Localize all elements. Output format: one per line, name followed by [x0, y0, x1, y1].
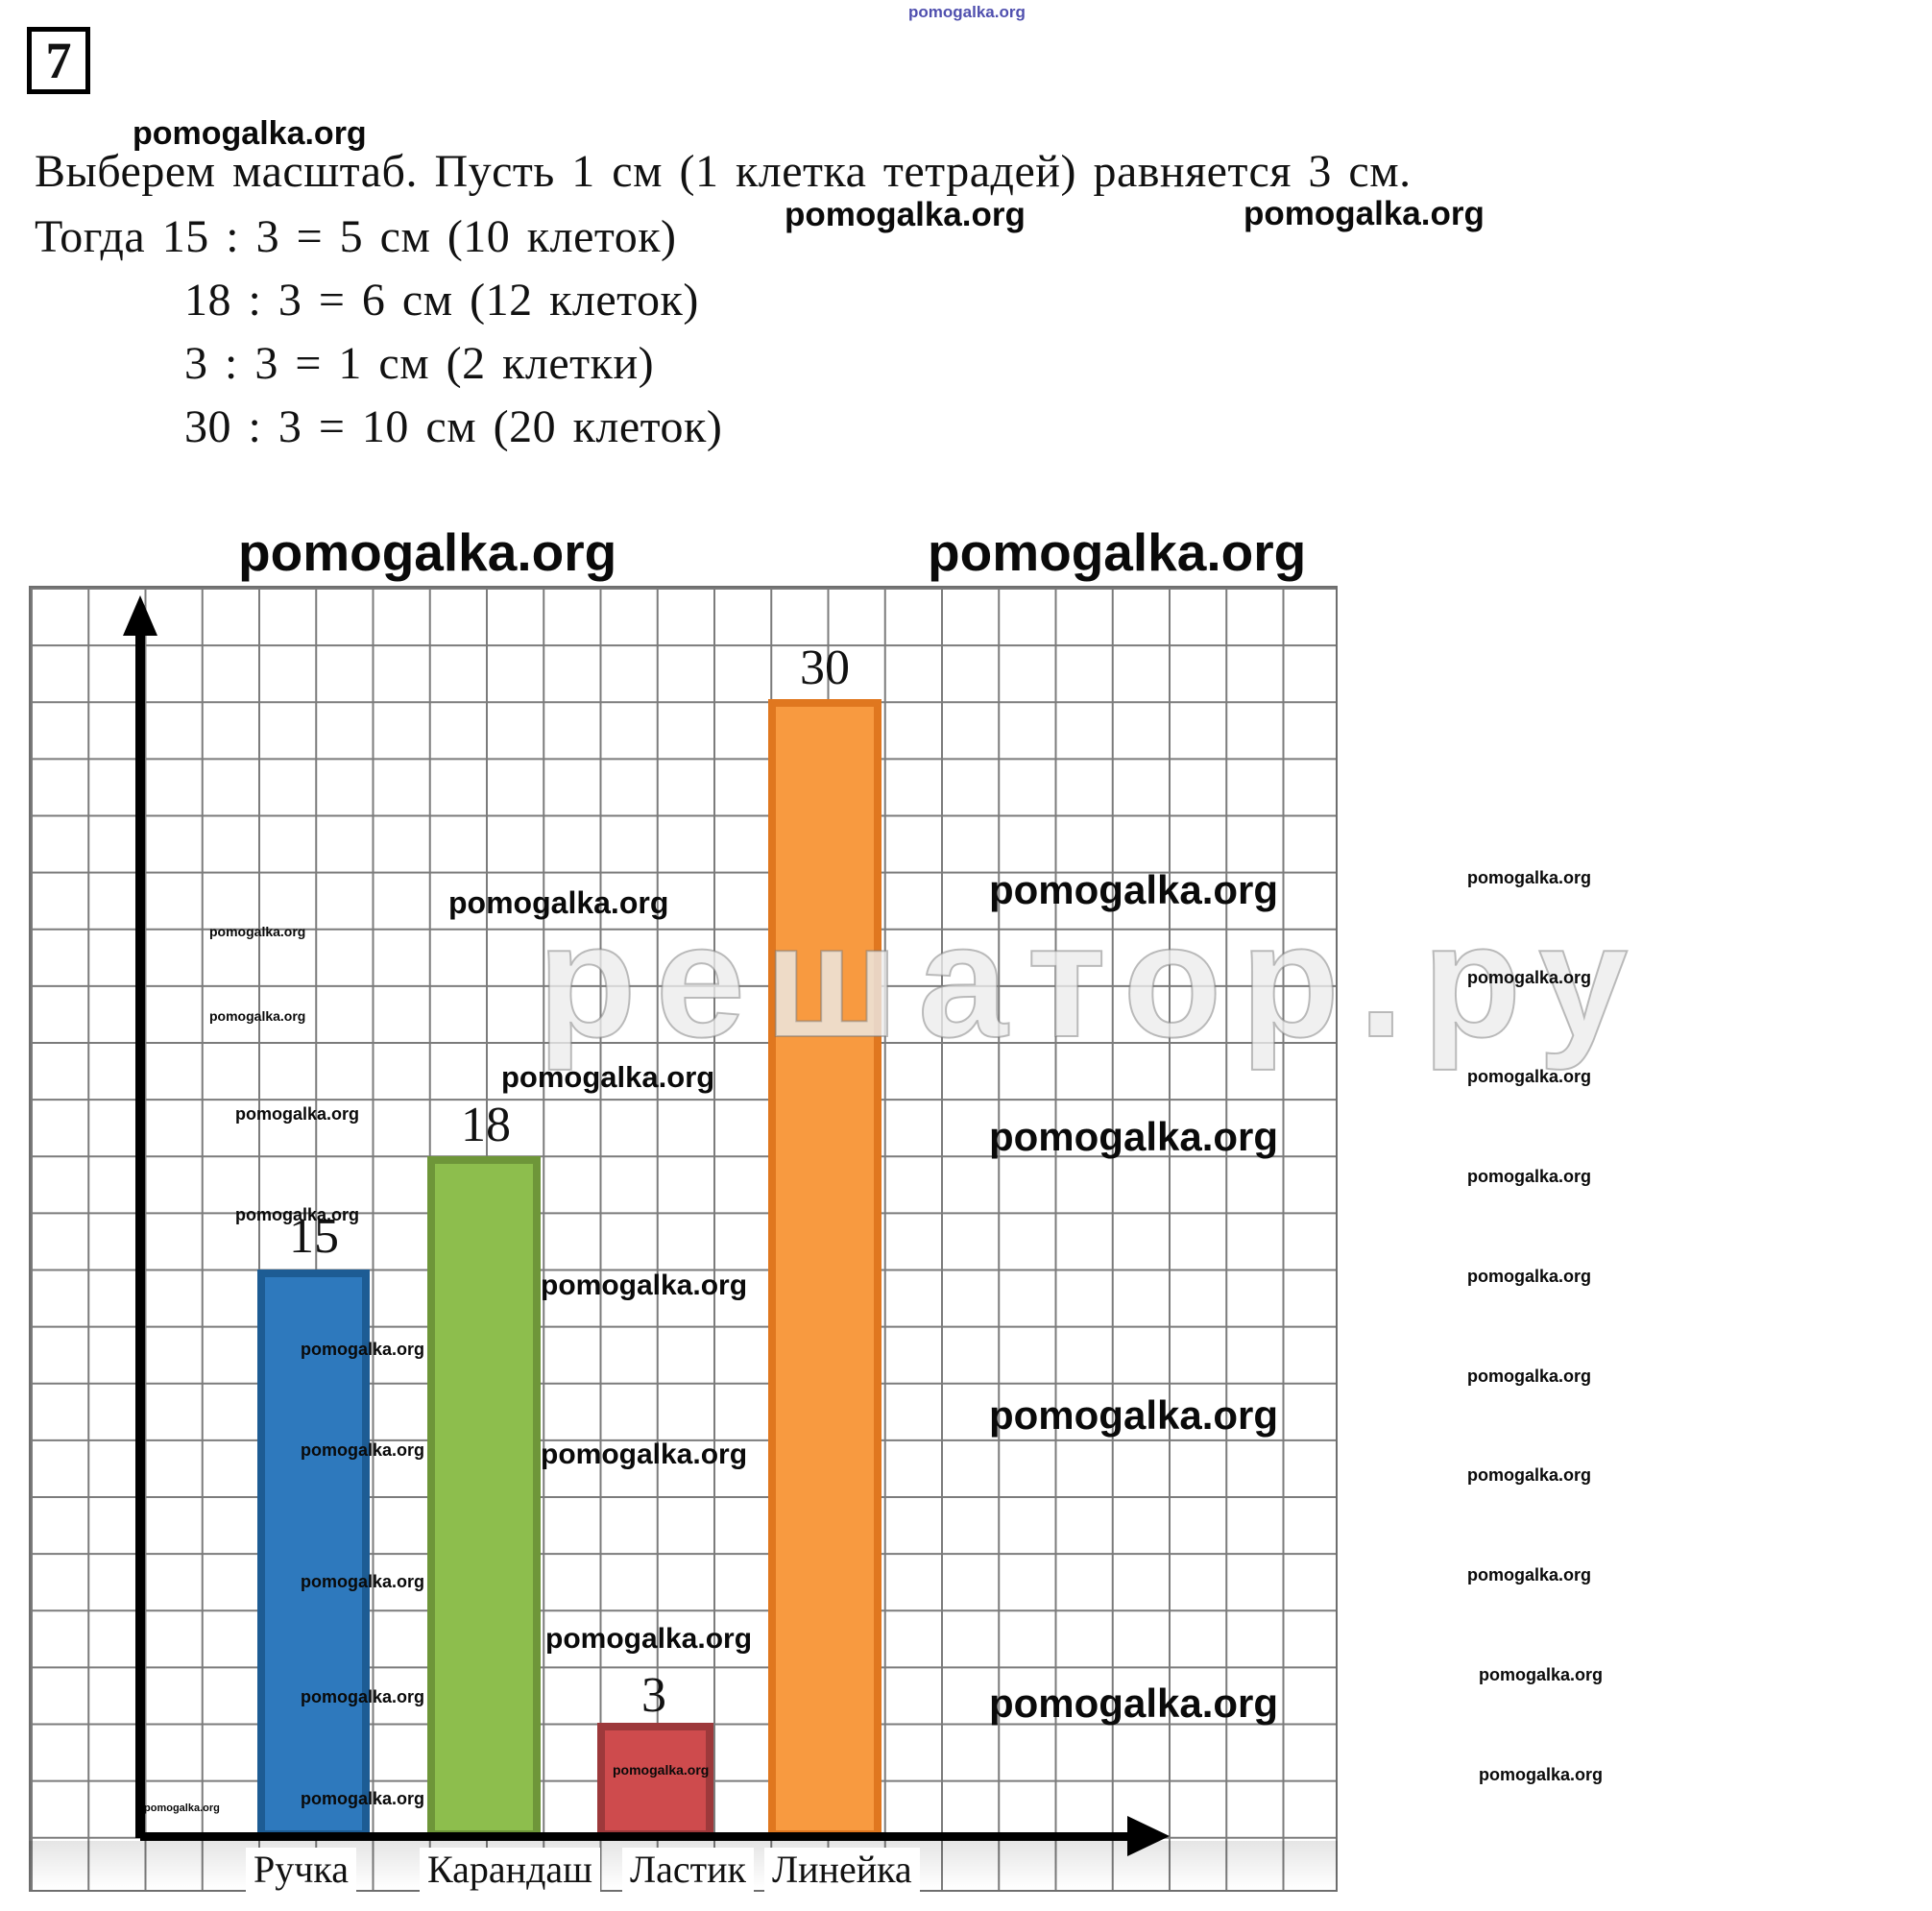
watermark-margin-9: pomogalka.org	[1479, 1665, 1604, 1684]
watermark-header-mid: pomogalka.org	[785, 196, 1026, 233]
watermark-margin-1: pomogalka.org	[1467, 868, 1592, 887]
watermark-grid-left-1: pomogalka.org	[209, 924, 306, 939]
solution-line-4: 3 : 3 = 1 см (2 клетки)	[184, 338, 655, 389]
watermark-top-purple: pomogalka.org	[908, 3, 1026, 21]
category-label-lastik: Ластик	[622, 1848, 754, 1892]
watermark-grid-left-5: pomogalka.org	[301, 1340, 425, 1359]
watermark-grid-left-4: pomogalka.org	[235, 1205, 360, 1224]
watermark-grid-right-3: pomogalka.org	[989, 1392, 1279, 1438]
watermark-grid-right-2: pomogalka.org	[989, 1114, 1279, 1159]
ghost-watermark: решатор.ру	[537, 889, 1648, 1072]
watermark-margin-4: pomogalka.org	[1467, 1167, 1592, 1186]
watermark-grid-mid-4: pomogalka.org	[541, 1439, 748, 1470]
watermark-margin-3: pomogalka.org	[1467, 1067, 1592, 1086]
watermark-red-bar: pomogalka.org	[613, 1762, 710, 1778]
watermark-grid-left-9: pomogalka.org	[301, 1789, 425, 1808]
watermark-grid-left-6: pomogalka.org	[301, 1440, 425, 1460]
watermark-grid-mid-3: pomogalka.org	[541, 1270, 748, 1301]
category-label-lineyka: Линейка	[764, 1848, 920, 1892]
solution-line-1: Выберем масштаб. Пусть 1 см (1 клетка те…	[35, 146, 1412, 197]
bar-lastik	[597, 1723, 713, 1838]
watermark-grid-left-7: pomogalka.org	[301, 1572, 425, 1591]
watermark-margin-8: pomogalka.org	[1467, 1565, 1592, 1584]
grid-paper	[29, 586, 1338, 1892]
watermark-grid-mid-2: pomogalka.org	[501, 1060, 715, 1094]
bar-lineyka	[768, 699, 881, 1838]
x-axis-line	[140, 1832, 1129, 1841]
problem-number: 7	[45, 32, 72, 89]
watermark-header-left: pomogalka.org	[133, 115, 367, 152]
watermark-title-left: pomogalka.org	[238, 522, 617, 582]
x-axis-arrow-icon	[1127, 1816, 1170, 1856]
solution-line-3: 18 : 3 = 6 см (12 клеток)	[184, 275, 699, 326]
value-label-lastik: 3	[641, 1668, 666, 1723]
watermark-grid-right-1: pomogalka.org	[989, 867, 1279, 912]
solution-line-5: 30 : 3 = 10 см (20 клеток)	[184, 401, 723, 452]
watermark-margin-6: pomogalka.org	[1467, 1367, 1592, 1386]
watermark-margin-10: pomogalka.org	[1479, 1765, 1604, 1784]
watermark-margin-7: pomogalka.org	[1467, 1465, 1592, 1485]
solution-line-2: Тогда 15 : 3 = 5 см (10 клеток)	[35, 211, 677, 262]
watermark-grid-left-3: pomogalka.org	[235, 1104, 360, 1124]
watermark-grid-right-4: pomogalka.org	[989, 1681, 1279, 1726]
category-label-ruchka: Ручка	[246, 1848, 356, 1892]
watermark-grid-mid-5: pomogalka.org	[545, 1623, 753, 1655]
y-axis-arrow-icon	[123, 595, 157, 636]
bar-karandash	[427, 1156, 541, 1838]
watermark-margin-2: pomogalka.org	[1467, 968, 1592, 987]
watermark-grid-left-8: pomogalka.org	[301, 1687, 425, 1706]
value-label-ruchka: 15	[289, 1209, 339, 1264]
watermark-grid-left-10: pomogalka.org	[144, 1802, 220, 1814]
watermark-grid-left-2: pomogalka.org	[209, 1008, 306, 1024]
watermark-title-right: pomogalka.org	[928, 522, 1307, 582]
watermark-grid-mid-1: pomogalka.org	[448, 885, 669, 920]
problem-number-box: 7	[27, 27, 90, 94]
watermark-header-right: pomogalka.org	[1244, 195, 1485, 232]
value-label-lineyka: 30	[800, 641, 850, 695]
watermark-margin-5: pomogalka.org	[1467, 1267, 1592, 1286]
category-label-karandash: Карандаш	[420, 1848, 600, 1892]
value-label-karandash: 18	[461, 1098, 511, 1152]
y-axis-line	[135, 626, 145, 1838]
